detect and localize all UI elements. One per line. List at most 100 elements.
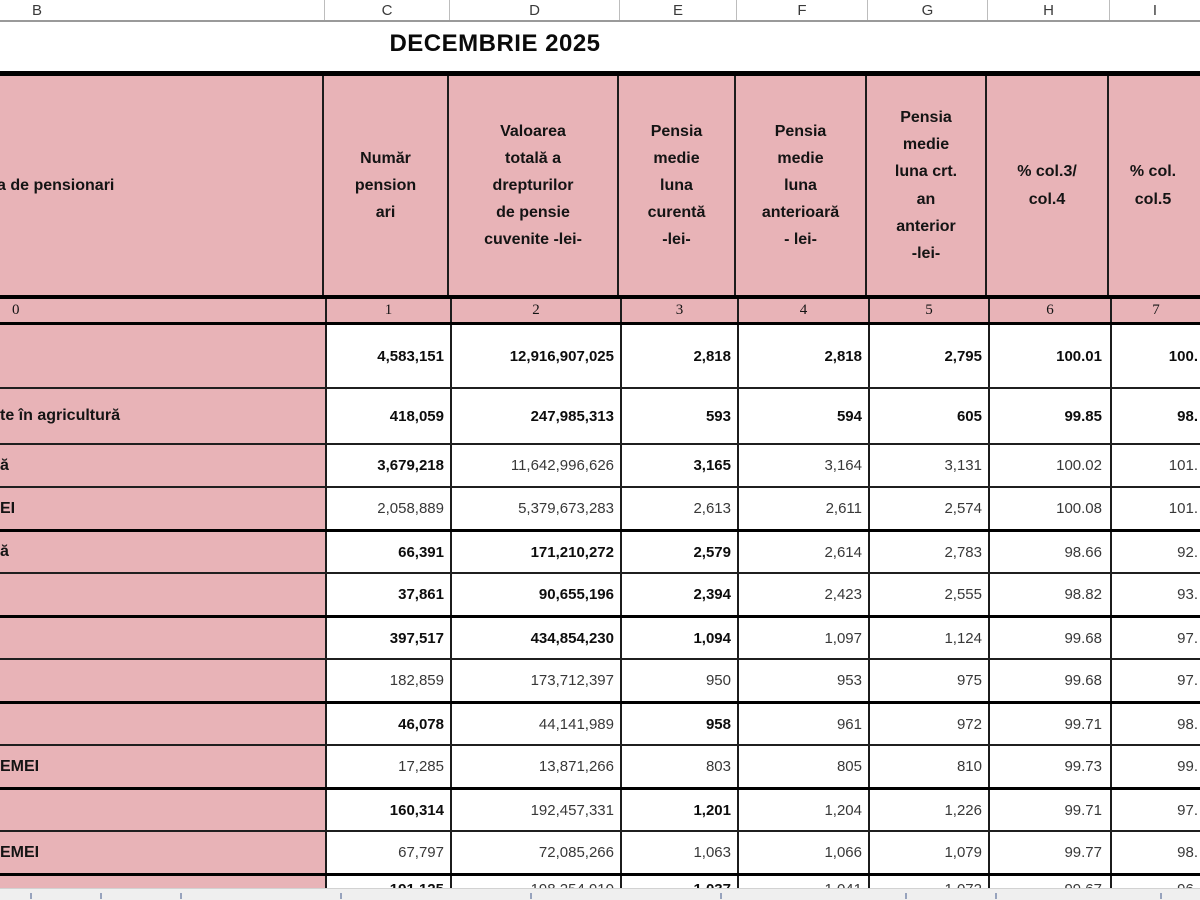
cell-numar[interactable]: 66,391 [325,532,450,572]
cell-pensia-an-anterior[interactable]: 2,574 [868,488,988,529]
cell-numar[interactable]: 397,517 [325,618,450,658]
header-numar-pensionari[interactable]: Număr pensionari [322,76,447,295]
cell-pensia-curenta[interactable]: 958 [620,704,737,744]
cell-category[interactable]: EMEI [0,746,325,787]
cell-pct34[interactable]: 100.01 [988,325,1110,387]
cell-valoare[interactable]: 247,985,313 [450,389,620,443]
cell-pct35[interactable]: 98. [1110,832,1200,873]
cell-category[interactable] [0,704,325,744]
cell-category[interactable] [0,618,325,658]
column-header-H[interactable]: H [988,0,1110,20]
cell-pensia-curenta[interactable]: 2,394 [620,574,737,615]
cell-pensia-anterioara[interactable]: 3,164 [737,445,868,486]
cell-pensia-an-anterior[interactable]: 1,124 [868,618,988,658]
cell-pensia-curenta[interactable]: 1,201 [620,790,737,830]
cell-valoare[interactable]: 13,871,266 [450,746,620,787]
cell-pensia-an-anterior[interactable]: 1,226 [868,790,988,830]
cell-valoare[interactable]: 5,379,673,283 [450,488,620,529]
cell-pct34[interactable]: 99.73 [988,746,1110,787]
header-pensia-medie-curenta[interactable]: Pensia medie luna curentă -lei- [617,76,734,295]
cell-category[interactable]: ă [0,532,325,572]
header-pct-col3-col5[interactable]: % col. col.5 [1107,76,1197,295]
cell-pct34[interactable]: 99.85 [988,389,1110,443]
column-header-D[interactable]: D [450,0,620,20]
cell-pensia-an-anterior[interactable]: 972 [868,704,988,744]
cell-category[interactable] [0,790,325,830]
cell-pct35[interactable]: 98. [1110,389,1200,443]
cell-pensia-curenta[interactable]: 1,094 [620,618,737,658]
cell-pct35[interactable]: 100. [1110,325,1200,387]
cell-numar[interactable]: 46,078 [325,704,450,744]
cell-pensia-anterioara[interactable]: 805 [737,746,868,787]
cell-pct35[interactable]: 93. [1110,574,1200,615]
cell-pensia-anterioara[interactable]: 2,818 [737,325,868,387]
cell-pensia-anterioara[interactable]: 953 [737,660,868,701]
cell-pensia-anterioara[interactable]: 2,614 [737,532,868,572]
column-header-F[interactable]: F [737,0,868,20]
cell-pct34[interactable]: 99.77 [988,832,1110,873]
cell-numar[interactable]: 17,285 [325,746,450,787]
index-cell-5[interactable]: 5 [868,299,988,322]
cell-category[interactable]: EI [0,488,325,529]
cell-pensia-an-anterior[interactable]: 1,079 [868,832,988,873]
cell-pct34[interactable]: 99.71 [988,790,1110,830]
cell-pensia-anterioara[interactable]: 2,611 [737,488,868,529]
cell-pct35[interactable]: 101. [1110,445,1200,486]
cell-pensia-an-anterior[interactable]: 2,795 [868,325,988,387]
index-cell-4[interactable]: 4 [737,299,868,322]
index-cell-3[interactable]: 3 [620,299,737,322]
cell-pct35[interactable]: 101. [1110,488,1200,529]
cell-pct35[interactable]: 97. [1110,660,1200,701]
header-pensia-an-anterior[interactable]: Pensia medie luna crt. an anterior -lei- [865,76,985,295]
cell-valoare[interactable]: 192,457,331 [450,790,620,830]
cell-pensia-anterioara[interactable]: 594 [737,389,868,443]
cell-pensia-an-anterior[interactable]: 605 [868,389,988,443]
cell-pensia-an-anterior[interactable]: 3,131 [868,445,988,486]
cell-valoare[interactable]: 171,210,272 [450,532,620,572]
index-cell-0[interactable]: 0 [12,302,20,318]
header-valoare-totala[interactable]: Valoarea totală a drepturilor de pensie … [447,76,617,295]
cell-pensia-anterioara[interactable]: 1,066 [737,832,868,873]
cell-valoare[interactable]: 12,916,907,025 [450,325,620,387]
cell-numar[interactable]: 418,059 [325,389,450,443]
cell-pensia-curenta[interactable]: 803 [620,746,737,787]
cell-pensia-anterioara[interactable]: 1,204 [737,790,868,830]
cell-pct35[interactable]: 97. [1110,790,1200,830]
cell-pensia-anterioara[interactable]: 961 [737,704,868,744]
cell-numar[interactable]: 4,583,151 [325,325,450,387]
cell-pct35[interactable]: 97. [1110,618,1200,658]
cell-pct34[interactable]: 100.08 [988,488,1110,529]
column-header-I[interactable]: I [1152,1,1158,19]
cell-pensia-an-anterior[interactable]: 810 [868,746,988,787]
report-title[interactable]: DECEMBRIE 2025 [389,30,601,57]
cell-pensia-curenta[interactable]: 950 [620,660,737,701]
cell-numar[interactable]: 37,861 [325,574,450,615]
cell-valoare[interactable]: 90,655,196 [450,574,620,615]
cell-numar[interactable]: 160,314 [325,790,450,830]
cell-category[interactable]: EMEI [0,832,325,873]
cell-pensia-anterioara[interactable]: 2,423 [737,574,868,615]
cell-pct35[interactable]: 92. [1110,532,1200,572]
cell-numar[interactable]: 67,797 [325,832,450,873]
column-header-E[interactable]: E [620,0,737,20]
cell-pensia-curenta[interactable]: 2,613 [620,488,737,529]
cell-valoare[interactable]: 11,642,996,626 [450,445,620,486]
cell-pct34[interactable]: 98.66 [988,532,1110,572]
cell-valoare[interactable]: 173,712,397 [450,660,620,701]
cell-category[interactable] [0,325,325,387]
cell-pensia-an-anterior[interactable]: 2,555 [868,574,988,615]
cell-valoare[interactable]: 434,854,230 [450,618,620,658]
index-cell-1[interactable]: 1 [325,299,450,322]
cell-pensia-curenta[interactable]: 2,818 [620,325,737,387]
cell-pct34[interactable]: 98.82 [988,574,1110,615]
cell-pensia-curenta[interactable]: 1,063 [620,832,737,873]
column-header-B[interactable]: B [0,0,325,20]
cell-pct35[interactable]: 98. [1110,704,1200,744]
cell-pct34[interactable]: 99.68 [988,660,1110,701]
cell-pct34[interactable]: 100.02 [988,445,1110,486]
column-header-G[interactable]: G [868,0,988,20]
cell-pct35[interactable]: 99. [1110,746,1200,787]
cell-pensia-an-anterior[interactable]: 2,783 [868,532,988,572]
cell-category[interactable] [0,574,325,615]
column-header-C[interactable]: C [325,0,450,20]
